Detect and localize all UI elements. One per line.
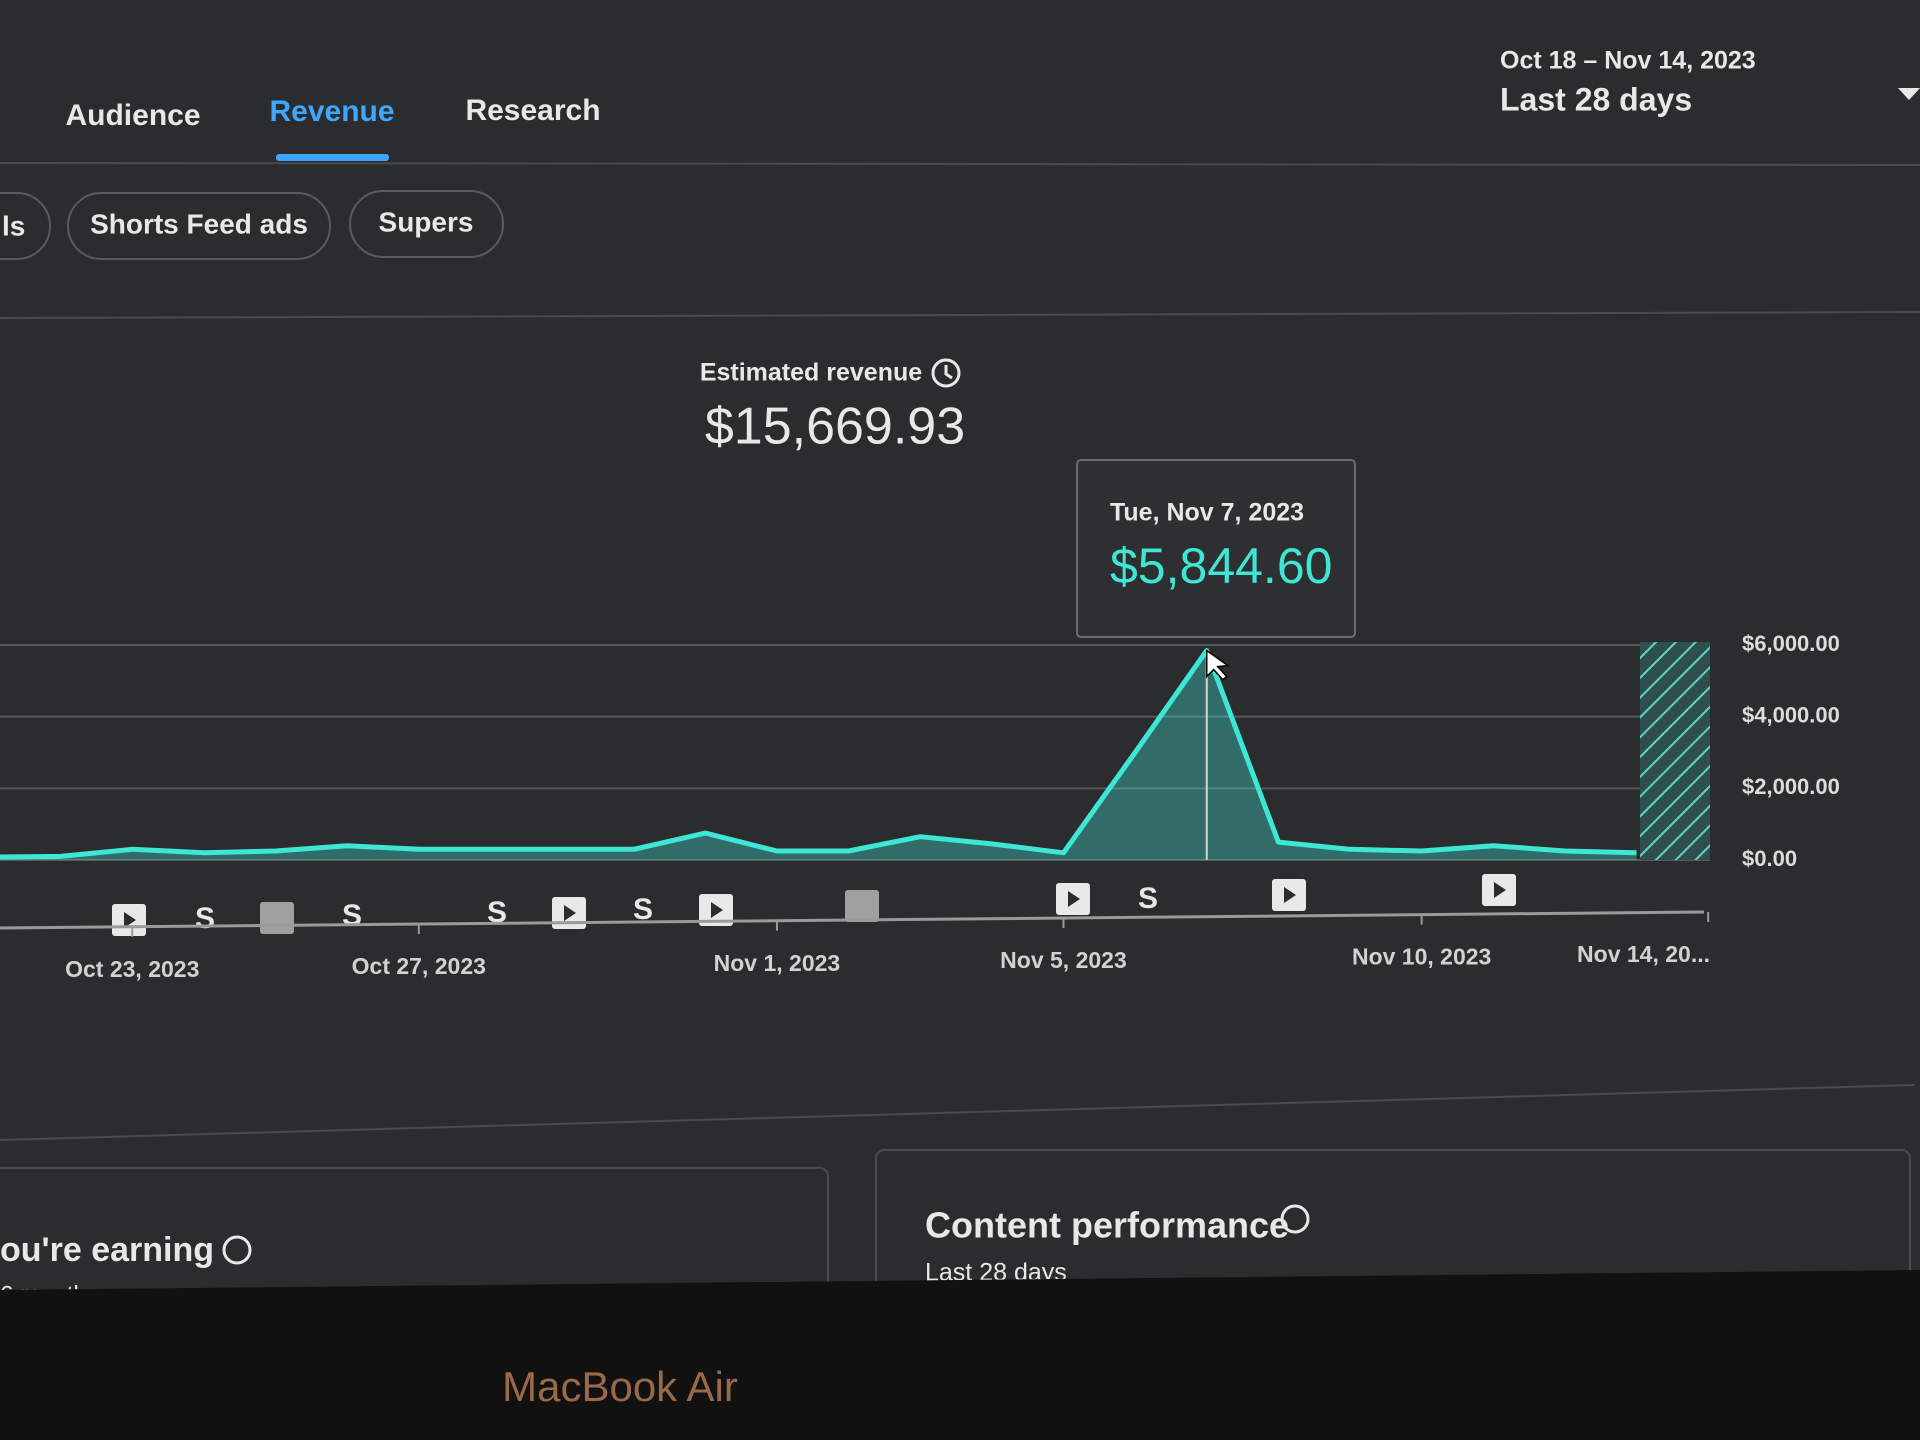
chip[interactable] [349, 190, 504, 258]
shorts-marker[interactable]: S [487, 896, 507, 929]
tooltip: Tue, Nov 7, 2023 $5,844.60 [1076, 459, 1356, 638]
line [0, 648, 1637, 860]
chip-label[interactable]: Shorts Feed ads [90, 208, 308, 239]
content-markers: S S S S S [112, 874, 1516, 936]
x-tick-label: Oct 23, 2023 [65, 956, 199, 982]
date-range[interactable]: Oct 18 – Nov 14, 2023 [1500, 47, 1756, 75]
incomplete-data-region [1640, 642, 1710, 860]
y-tick-label: $6,000.00 [1742, 631, 1840, 656]
x-tick-label: Nov 5, 2023 [1000, 947, 1127, 973]
chip-label[interactable]: ls [2, 210, 25, 241]
tooltip-date: Tue, Nov 7, 2023 [1110, 499, 1304, 527]
shorts-marker[interactable]: S [195, 902, 215, 935]
metric-total: $15,669.93 [705, 398, 965, 456]
tab[interactable]: Audience [65, 99, 200, 132]
info-icon[interactable] [222, 1235, 252, 1265]
play-icon [1284, 887, 1296, 903]
chart-border [0, 1084, 1916, 1141]
chip[interactable] [67, 192, 331, 260]
y-tick-label: $2,000.00 [1742, 774, 1840, 799]
divider [0, 162, 1920, 166]
x-tick-label: Nov 1, 2023 [714, 950, 841, 976]
x-tick-label: Nov 10, 2023 [1352, 944, 1491, 970]
shorts-marker[interactable]: S [342, 899, 362, 932]
plot [0, 648, 1637, 860]
divider [0, 311, 1920, 319]
shorts-marker[interactable]: S [633, 893, 653, 926]
y-tick-label: $4,000.00 [1742, 702, 1840, 727]
info-icon-hand [944, 365, 953, 380]
laptop-bezel [0, 1270, 1920, 1440]
x-tick-label: Oct 27, 2023 [352, 953, 486, 979]
chip[interactable] [0, 192, 51, 260]
tab-active[interactable]: Revenue [269, 95, 394, 128]
card-title: ou're earning [0, 1231, 214, 1269]
dropdown-arrow[interactable] [1898, 88, 1920, 100]
x-axis: Oct 23, 2023 Oct 27, 2023 Nov 1, 2023 Nov 5… [0, 910, 1710, 982]
cursor [1205, 649, 1230, 681]
x-tick-label: Nov 14, 20... [1577, 941, 1710, 967]
tooltip-box [1076, 459, 1356, 638]
metric-title: Estimated revenue [700, 359, 922, 387]
tab-underline [276, 154, 389, 161]
shorts-marker[interactable]: S [1138, 882, 1158, 915]
play-icon [1494, 882, 1506, 898]
play-icon [711, 902, 723, 918]
tooltip-value: $5,844.60 [1110, 538, 1332, 594]
post-marker[interactable] [845, 890, 879, 922]
tab[interactable]: Research [465, 94, 600, 127]
chip-label[interactable]: Supers [379, 206, 474, 237]
info-icon[interactable] [1280, 1204, 1310, 1234]
play-icon [124, 912, 136, 928]
device-label: MacBook Air [502, 1363, 738, 1410]
area [0, 650, 1637, 860]
play-icon [564, 905, 576, 921]
card-title: Content performance [925, 1205, 1289, 1246]
x-axis-line [0, 910, 1705, 930]
date-range-label[interactable]: Last 28 days [1500, 81, 1692, 117]
y-tick-label: $0.00 [1742, 846, 1797, 871]
info-icon[interactable] [931, 358, 961, 388]
post-marker[interactable] [260, 902, 294, 934]
play-icon [1068, 891, 1080, 907]
